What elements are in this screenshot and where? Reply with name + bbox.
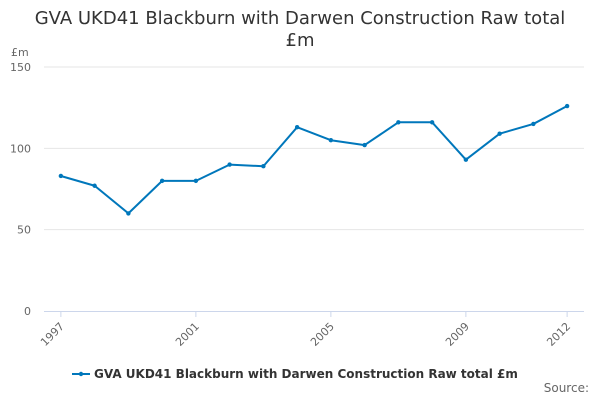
x-tick-label: 1997 (38, 320, 67, 349)
data-point[interactable] (396, 120, 401, 125)
y-tick-label: 100 (10, 142, 31, 155)
x-tick-label: 2005 (308, 320, 337, 349)
data-point[interactable] (58, 173, 64, 179)
data-point[interactable] (463, 157, 469, 162)
y-axis-ticks: 0 50 100 150 (10, 61, 31, 318)
data-point[interactable] (497, 131, 502, 136)
data-point[interactable] (362, 142, 367, 148)
data-point[interactable] (261, 164, 266, 169)
data-point[interactable] (227, 162, 232, 167)
data-point[interactable] (328, 138, 334, 143)
data-point[interactable] (92, 183, 97, 188)
y-tick-label: 150 (10, 61, 31, 74)
data-point[interactable] (429, 120, 435, 125)
y-tick-label: 50 (17, 224, 31, 237)
series-layer (58, 103, 570, 216)
series-line[interactable] (59, 105, 569, 215)
x-tick-label: 2012 (544, 320, 573, 349)
data-point[interactable] (294, 124, 300, 130)
data-point[interactable] (126, 211, 131, 216)
chart-title-line2: £m (286, 30, 315, 51)
x-axis: 1997 2001 2005 2009 2012 (38, 311, 584, 349)
legend[interactable]: GVA UKD41 Blackburn with Darwen Construc… (72, 367, 518, 381)
legend-label: GVA UKD41 Blackburn with Darwen Construc… (94, 367, 518, 381)
legend-point-marker (78, 371, 84, 377)
chart-title-line1: GVA UKD41 Blackburn with Darwen Construc… (35, 8, 566, 29)
data-point[interactable] (564, 103, 570, 109)
data-point[interactable] (159, 178, 165, 184)
data-point[interactable] (193, 178, 199, 184)
data-point[interactable] (531, 121, 536, 127)
x-tick-label: 2001 (173, 320, 202, 349)
gridlines (44, 66, 584, 231)
x-tick-label: 2009 (443, 320, 472, 349)
source-label[interactable]: Source: (544, 381, 589, 395)
y-tick-label: 0 (24, 305, 31, 318)
y-axis-unit: £m (11, 46, 29, 59)
